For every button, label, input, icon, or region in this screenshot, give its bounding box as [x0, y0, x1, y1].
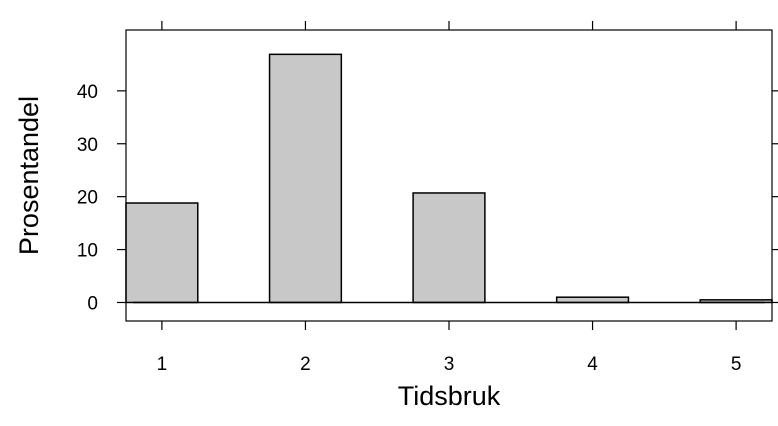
bar-3 [412, 192, 486, 304]
x-axis-title: Tidsbruk [398, 381, 501, 411]
bar-2 [268, 53, 343, 304]
bar-1 [125, 202, 199, 304]
x-axis-ticks: 1 2 3 4 5 [157, 21, 742, 375]
x-tick-label-2: 2 [300, 354, 311, 375]
y-tick-label-30: 30 [77, 135, 98, 156]
y-axis-ticks: 0 10 20 30 40 [77, 82, 778, 314]
y-tick-label-20: 20 [77, 188, 98, 209]
bar-4 [555, 296, 630, 304]
x-tick-label-4: 4 [587, 354, 598, 375]
y-axis-title: Prosentandel [14, 96, 44, 255]
x-tick-label-1: 1 [157, 354, 168, 375]
bars-group [125, 53, 773, 304]
y-tick-label-40: 40 [77, 82, 98, 103]
y-tick-label-10: 10 [77, 241, 98, 262]
x-tick-label-3: 3 [444, 354, 455, 375]
y-tick-label-0: 0 [87, 293, 98, 314]
x-tick-label-5: 5 [731, 354, 742, 375]
